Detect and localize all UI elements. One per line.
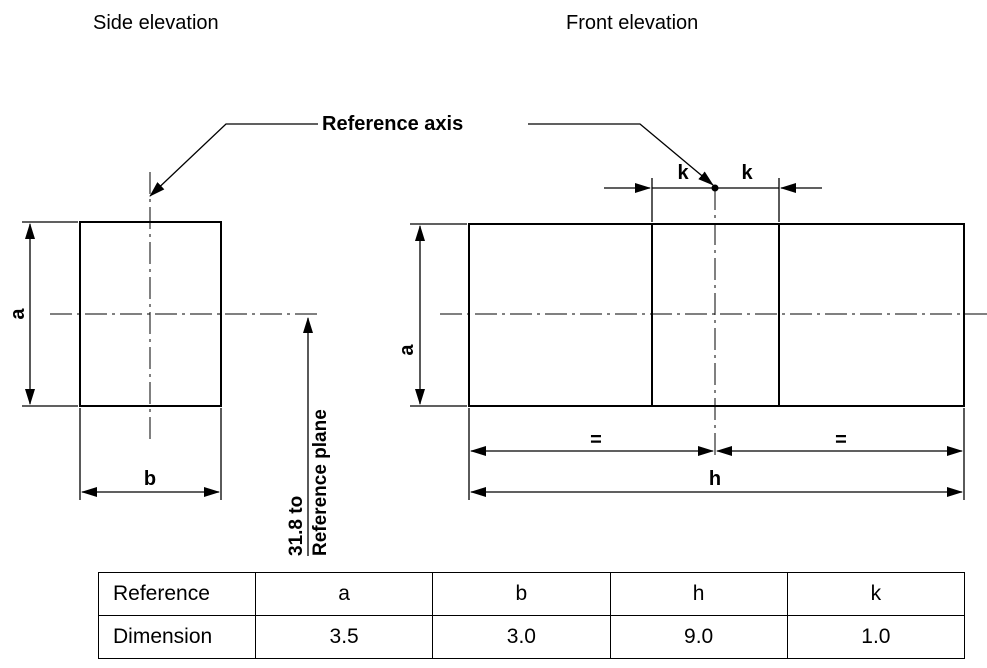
reference-axis-leader-side xyxy=(149,123,318,197)
front-elevation-title: Front elevation xyxy=(566,12,699,34)
row-header-reference: Reference xyxy=(98,572,256,616)
front-elevation: k k a = = h xyxy=(396,162,987,500)
column-b-header: b xyxy=(432,572,611,616)
front-k-label-right: k xyxy=(741,162,753,184)
front-a-label: a xyxy=(396,344,418,356)
dimension-table: Reference a b h k Dimension 3.5 3.0 9.0 … xyxy=(98,572,966,659)
value-k: 1.0 xyxy=(786,615,966,659)
front-k-label-left: k xyxy=(677,162,689,184)
table-row: Reference a b h k xyxy=(98,572,966,616)
value-a: 3.5 xyxy=(254,615,434,659)
value-b: 3.0 xyxy=(432,615,611,659)
reference-plane-distance: 31.8 to xyxy=(286,496,307,556)
reference-plane-label: Reference plane xyxy=(310,409,331,556)
front-equal-right-label: = xyxy=(835,429,847,451)
side-elevation: a b 31.8 to Reference plane xyxy=(7,172,331,556)
front-equal-left-label: = xyxy=(590,429,602,451)
row-header-dimension: Dimension xyxy=(98,615,256,659)
table-row: Dimension 3.5 3.0 9.0 1.0 xyxy=(98,615,966,659)
side-b-label: b xyxy=(144,468,156,490)
side-elevation-title: Side elevation xyxy=(93,12,219,34)
reference-axis-leader-front xyxy=(528,123,714,186)
column-k-header: k xyxy=(786,572,966,616)
front-body-outline xyxy=(468,223,965,407)
column-a-header: a xyxy=(254,572,434,616)
front-h-label: h xyxy=(709,468,721,490)
column-h-header: h xyxy=(609,572,788,616)
value-h: 9.0 xyxy=(609,615,788,659)
side-a-label: a xyxy=(7,308,29,320)
reference-axis-label: Reference axis xyxy=(322,113,463,135)
